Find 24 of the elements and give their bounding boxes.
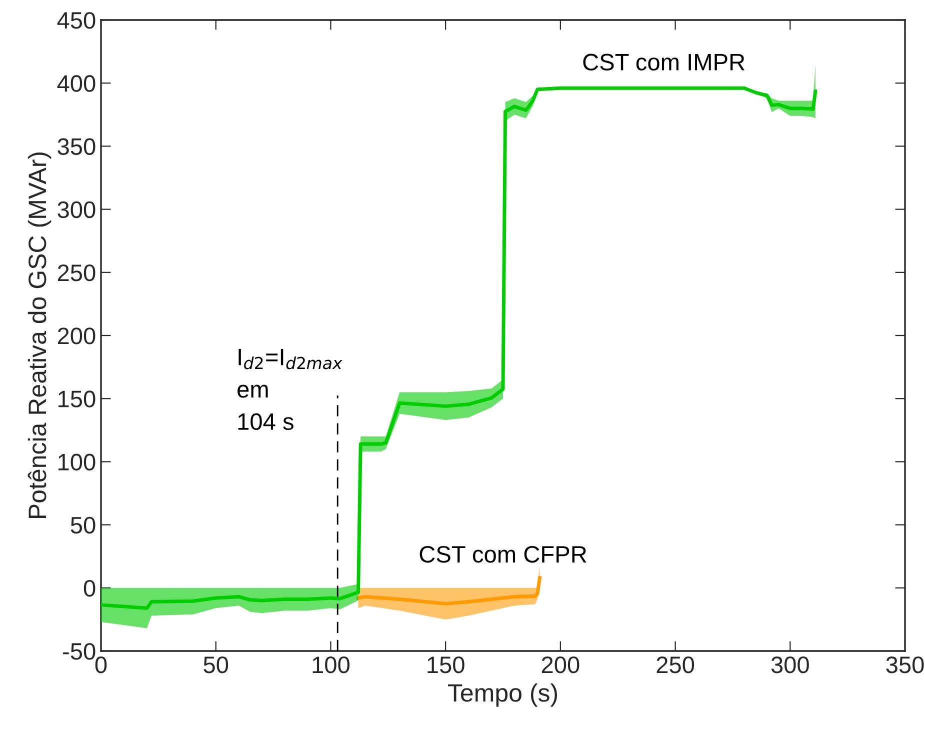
y-axis-title: Potência Reativa do GSC (MVAr) — [28, 152, 52, 518]
y-tick-label: 0 — [84, 580, 96, 597]
y-tick-label: 150 — [58, 390, 96, 408]
series-label: CST com CFPR — [420, 546, 586, 563]
y-tick-label: 200 — [58, 328, 96, 344]
x-tick-label: 50 — [204, 656, 228, 674]
x-tick-label: 300 — [771, 656, 809, 674]
y-tick-label: -50 — [63, 643, 96, 660]
x-tick-label: 350 — [886, 656, 924, 674]
text: I$_{d2}$=I$_{d2max}$ em 104 s — [238, 348, 342, 430]
y-tick-label: 50 — [70, 516, 96, 534]
x-tick-label: 250 — [656, 656, 694, 674]
x-tick-label: 200 — [542, 656, 580, 674]
y-tick-label: 400 — [57, 75, 96, 92]
y-tick-label: 100 — [58, 454, 96, 470]
x-tick-label: 100 — [312, 656, 350, 674]
y-tick-label: 350 — [58, 138, 96, 155]
x-axis-title: Tempo (s) — [448, 683, 558, 707]
series-label: CST com IMPR — [583, 54, 744, 71]
x-tick-label: 0 — [95, 656, 107, 674]
y-tick-label: 250 — [58, 264, 96, 282]
y-tick-label: 450 — [57, 12, 96, 29]
y-tick-label: 300 — [58, 201, 96, 218]
x-tick-label: 150 — [428, 656, 464, 674]
